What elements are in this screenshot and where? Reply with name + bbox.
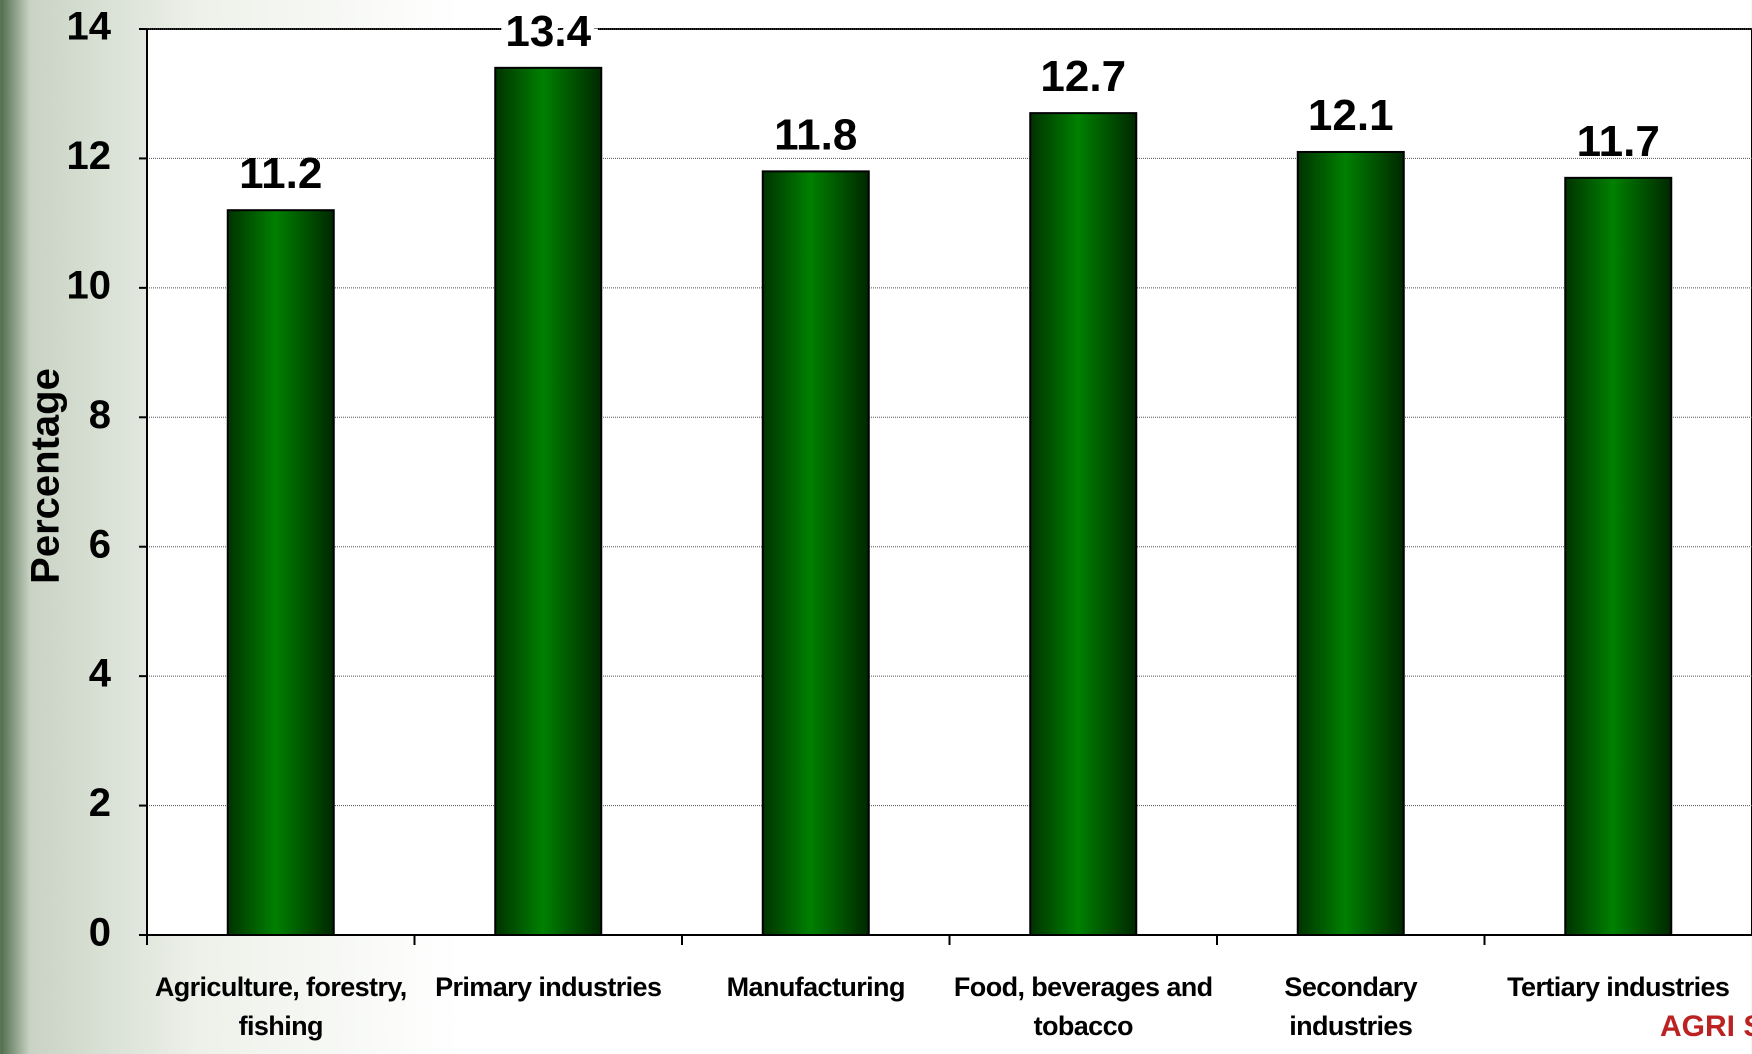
bar bbox=[1296, 150, 1405, 936]
y-tick-label: 14 bbox=[67, 5, 112, 49]
y-tick-label: 8 bbox=[89, 393, 111, 437]
x-tick-label: Food, beverages and tobacco bbox=[953, 972, 1213, 1041]
x-tick-label: Manufacturing bbox=[726, 972, 906, 1002]
y-tick-label: 2 bbox=[89, 781, 111, 825]
plot-area bbox=[146, 28, 1752, 936]
logo-text: AGRI SA bbox=[1660, 1010, 1752, 1043]
x-tick-label: Agriculture, forestry, fishing bbox=[154, 972, 407, 1041]
value-label: 11.2 bbox=[239, 149, 322, 198]
bar bbox=[1029, 112, 1138, 936]
x-tick-label: Primary industries bbox=[435, 972, 662, 1002]
y-axis-label: Percentage bbox=[24, 368, 68, 584]
bar bbox=[494, 66, 603, 937]
value-label: 13.4 bbox=[505, 7, 591, 56]
bar bbox=[226, 209, 335, 936]
x-tick-label: Tertiary industries bbox=[1507, 972, 1730, 1002]
bar bbox=[761, 170, 870, 937]
value-label: 11.8 bbox=[774, 110, 857, 159]
y-tick-label: 12 bbox=[67, 134, 112, 178]
x-tick-label: Secondary industries bbox=[1284, 972, 1418, 1041]
y-tick-label: 4 bbox=[89, 652, 112, 696]
value-label: 12.1 bbox=[1308, 91, 1394, 140]
value-label: 11.7 bbox=[1577, 117, 1660, 166]
y-tick-label: 0 bbox=[89, 911, 111, 955]
value-label: 12.7 bbox=[1040, 52, 1126, 101]
y-tick-label: 10 bbox=[67, 263, 112, 307]
y-tick-label: 6 bbox=[89, 522, 111, 566]
bar bbox=[1564, 176, 1673, 937]
